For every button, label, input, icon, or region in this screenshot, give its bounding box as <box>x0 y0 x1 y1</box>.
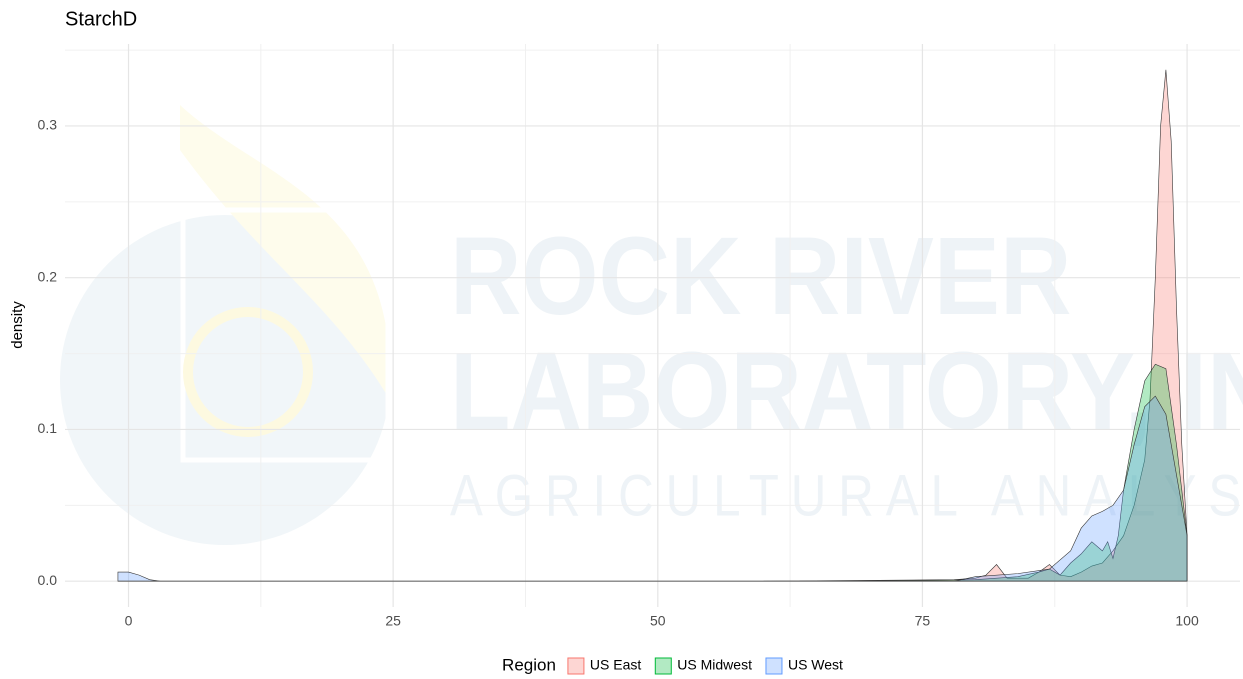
legend-label: US Midwest <box>677 657 752 673</box>
watermark-spiral <box>183 307 313 437</box>
x-tick-label: 50 <box>650 613 666 629</box>
legend-key <box>654 657 672 675</box>
y-tick-label: 0.3 <box>38 117 58 133</box>
watermark-line2: LABORATORY, INC. <box>450 330 1243 453</box>
chart-title: StarchD <box>65 8 137 30</box>
x-tick-label: 25 <box>385 613 401 629</box>
legend-title: Region <box>502 655 556 674</box>
density-area <box>117 395 1188 582</box>
y-tick-label: 0.0 <box>38 572 58 588</box>
legend: Region US East US Midwest US West <box>502 655 843 675</box>
legend-label: US East <box>590 657 641 673</box>
watermark-line3: AGRICULTURAL ANALYSIS <box>450 464 1243 529</box>
x-tick-label: 100 <box>1175 613 1199 629</box>
y-tick-label: 0.2 <box>38 268 58 284</box>
y-tick-label: 0.1 <box>38 420 58 436</box>
density-area <box>816 363 1188 582</box>
x-tick-label: 0 <box>125 613 133 629</box>
watermark-box <box>180 207 391 463</box>
legend-key <box>765 657 783 675</box>
legend-key <box>567 657 585 675</box>
watermark-line1: ROCK RIVER <box>450 215 1071 338</box>
areas <box>117 69 1188 582</box>
y-axis-label: density <box>9 301 26 349</box>
watermark-flame <box>180 105 391 400</box>
x-tick-label: 75 <box>915 613 931 629</box>
legend-label: US West <box>788 657 843 673</box>
density-area <box>763 69 1188 582</box>
watermark: ROCK RIVER LABORATORY, INC. AGRICULTURAL… <box>60 105 1243 545</box>
